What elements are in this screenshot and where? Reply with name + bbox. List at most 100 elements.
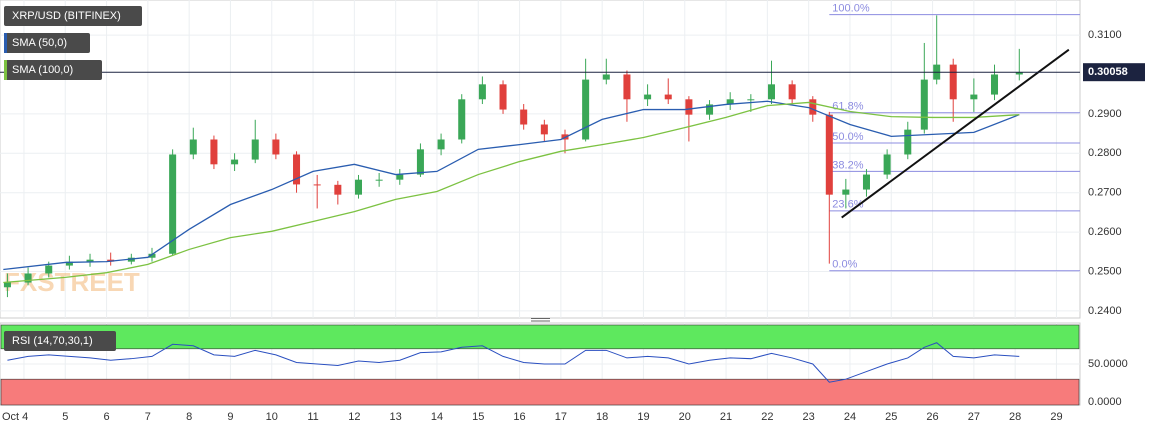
x-tick-label: 6 [103, 411, 109, 423]
y-tick-label: 0.0000 [1088, 396, 1122, 408]
candle-body [416, 149, 424, 175]
candle-body [3, 282, 11, 288]
candle-body [862, 174, 870, 190]
candle-body [24, 273, 32, 283]
x-tick-label: 18 [596, 411, 608, 423]
fib-label: 50.0% [832, 131, 863, 143]
candle-body [169, 154, 177, 254]
y-tick-label: 0.2400 [1088, 305, 1122, 317]
legend-label: SMA (50,0) [12, 37, 67, 49]
price-panel [0, 0, 1081, 319]
panel-handle [531, 318, 550, 322]
legend-swatch [4, 60, 7, 80]
x-tick-label: 26 [926, 411, 938, 423]
rsi-title-box: RSI (14,70,30,1) [4, 331, 116, 351]
sma-line [3, 100, 1020, 271]
title-box: XRP/USD (BITFINEX) [4, 6, 142, 26]
candle-body [747, 99, 755, 101]
y-tick-label: 0.2700 [1088, 187, 1122, 199]
candle-body [1015, 72, 1023, 75]
candle-body [520, 109, 528, 125]
price-tag-label: 0.30058 [1088, 66, 1128, 78]
legend-swatch [4, 33, 7, 53]
x-tick-label: 5 [62, 411, 68, 423]
x-tick-label: 7 [145, 411, 151, 423]
legend-box [4, 60, 102, 80]
candle-body [825, 114, 833, 195]
x-tick-label: 20 [679, 411, 691, 423]
price-tag [1083, 63, 1145, 82]
y-tick-label: 0.2900 [1088, 108, 1122, 120]
x-tick-label: 24 [844, 411, 856, 423]
candle-body [602, 74, 610, 80]
candle-body [644, 94, 652, 100]
candle-body [272, 139, 280, 155]
candle-body [970, 94, 978, 100]
candle-body [313, 184, 321, 186]
rsi-line [7, 342, 1020, 383]
candle-body [231, 159, 239, 165]
candle-body [189, 139, 197, 155]
x-tick-label: 19 [637, 411, 649, 423]
candle-body [582, 79, 590, 140]
x-tick-label: 25 [885, 411, 897, 423]
candle-body [334, 184, 342, 195]
y-tick-label: 0.2800 [1088, 147, 1122, 159]
candle-body [499, 84, 507, 110]
y-tick-label: 0.2500 [1088, 265, 1122, 277]
x-tick-label: 22 [761, 411, 773, 423]
candle-body [767, 84, 775, 100]
x-tick-label: 10 [266, 411, 278, 423]
candle-body [354, 179, 362, 195]
x-tick-label: 14 [431, 411, 443, 423]
x-tick-label: 23 [803, 411, 815, 423]
candle-body [706, 104, 714, 115]
candle-body [664, 94, 672, 100]
y-tick-label: 50.0000 [1088, 358, 1128, 370]
legend-box [4, 331, 116, 351]
candle-body [949, 64, 957, 100]
x-tick-label: 27 [968, 411, 980, 423]
candle-body [478, 84, 486, 100]
candle-body [45, 265, 53, 274]
x-tick-label: 12 [348, 411, 360, 423]
trend-line [841, 48, 1070, 219]
x-tick-label: 21 [720, 411, 732, 423]
legend-label: SMA (100,0) [12, 64, 73, 76]
x-tick-label: 9 [227, 411, 233, 423]
candle-body [86, 259, 94, 262]
candle-body [540, 124, 548, 135]
candle-body [458, 99, 466, 140]
fib-label: 100.0% [832, 2, 870, 14]
candle-body [210, 139, 218, 165]
legend-entry: SMA (100,0) [4, 60, 102, 80]
x-tick-label: Oct 4 [2, 411, 28, 423]
x-tick-label: 17 [555, 411, 567, 423]
x-tick-label: 16 [513, 411, 525, 423]
x-tick-label: 29 [1050, 411, 1062, 423]
candle-body [65, 261, 73, 266]
candle-body [904, 129, 912, 155]
candle-body [623, 74, 631, 100]
legend-box [4, 6, 142, 26]
candle-body [726, 99, 734, 105]
x-tick-label: 8 [186, 411, 192, 423]
sma-line [3, 101, 1020, 284]
x-tick-label: 15 [472, 411, 484, 423]
legend-label: XRP/USD (BITFINEX) [12, 10, 121, 22]
watermark: FXSTREET [4, 267, 140, 297]
candle-body [375, 179, 383, 181]
candle-body [990, 74, 999, 95]
overbought-band [0, 324, 1080, 350]
candle-body [788, 84, 796, 100]
x-tick-label: 11 [307, 411, 318, 423]
legend-box [4, 33, 90, 53]
candle-body [883, 154, 891, 175]
candle-body [920, 79, 928, 130]
y-tick-label: 0.3100 [1088, 29, 1122, 41]
candle-body [437, 139, 445, 150]
candle-body [685, 99, 693, 115]
candle-body [148, 253, 156, 258]
